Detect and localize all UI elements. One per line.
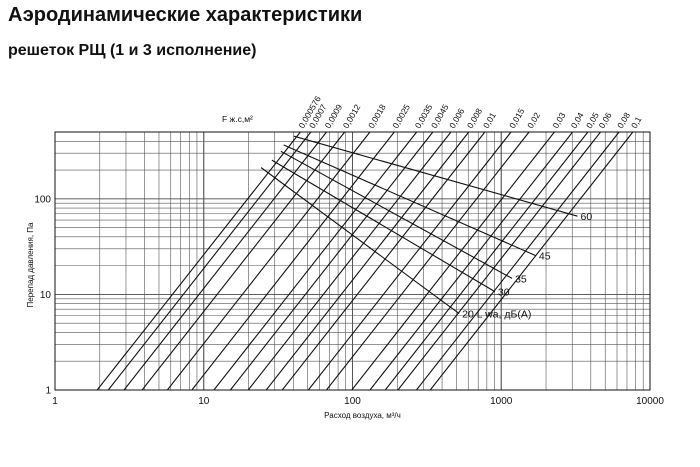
noise-line [280, 150, 513, 279]
noise-line [283, 144, 537, 257]
area-line [415, 131, 620, 391]
chart-subtitle: решеток РЩ (1 и 3 исполнение) [8, 42, 257, 59]
area-line-label: 0,02 [525, 110, 542, 130]
x-axis-label: Расход воздуха, м³/ч [324, 411, 401, 420]
area-line [369, 131, 574, 391]
area-line [229, 131, 434, 391]
area-line [429, 131, 634, 391]
noise-line-label: 35 [515, 273, 527, 285]
noise-line [293, 135, 578, 217]
area-line-label: 0,008 [465, 106, 484, 130]
area-line [107, 131, 312, 391]
noise-line [271, 159, 496, 293]
x-tick-label: 100 [344, 396, 361, 407]
x-tick-label: 1 [52, 396, 58, 407]
area-line [265, 131, 470, 391]
area-line [307, 131, 512, 391]
area-line [166, 131, 371, 391]
y-axis-label: Перепад давления, Па [26, 222, 35, 307]
area-line-label: 0,0012 [341, 102, 363, 130]
chart-grid [54, 131, 651, 391]
x-tick-label: 10000 [636, 396, 664, 407]
area-line [96, 131, 301, 391]
area-line-label: 0,04 [569, 110, 586, 130]
area-line [326, 131, 530, 391]
area-line-label: 0,006 [447, 106, 466, 130]
area-line-label: 0,08 [615, 110, 632, 130]
area-line-label: 0,015 [507, 106, 526, 130]
area-line [351, 131, 555, 391]
area-legend-title: F ж.с,м² [222, 114, 253, 124]
noise-line-label: 60 [581, 211, 593, 223]
axis-ticks: 1 10 100 1000 10000 1 10 100 [34, 194, 664, 407]
area-line [123, 131, 327, 391]
area-line [247, 131, 452, 391]
area-lines [96, 131, 634, 391]
area-line [281, 131, 486, 391]
noise-line-label: 45 [539, 251, 551, 263]
y-tick-label: 100 [34, 194, 51, 205]
area-line-label: 0,0025 [390, 102, 412, 130]
noise-line [260, 167, 460, 315]
area-line-label: 0,06 [597, 110, 614, 130]
area-line [213, 131, 418, 391]
x-tick-label: 10 [198, 396, 210, 407]
area-line-label: 0,03 [550, 110, 567, 130]
x-tick-label: 1000 [490, 396, 513, 407]
area-line-label: 0,01 [481, 110, 498, 130]
noise-line-label: 20 L wa, дБ(А) [462, 309, 531, 321]
area-line [191, 131, 395, 391]
y-tick-label: 1 [45, 386, 51, 397]
plot-frame [54, 131, 651, 391]
y-tick-label: 10 [40, 290, 52, 301]
noise-lines [260, 135, 578, 315]
area-line [141, 131, 346, 391]
area-line [397, 131, 601, 391]
area-line [384, 131, 589, 391]
noise-line-label: 30 [498, 287, 510, 299]
chart-title: Аэродинамические характеристики [8, 4, 363, 26]
area-line-label: 0,0018 [366, 102, 388, 130]
